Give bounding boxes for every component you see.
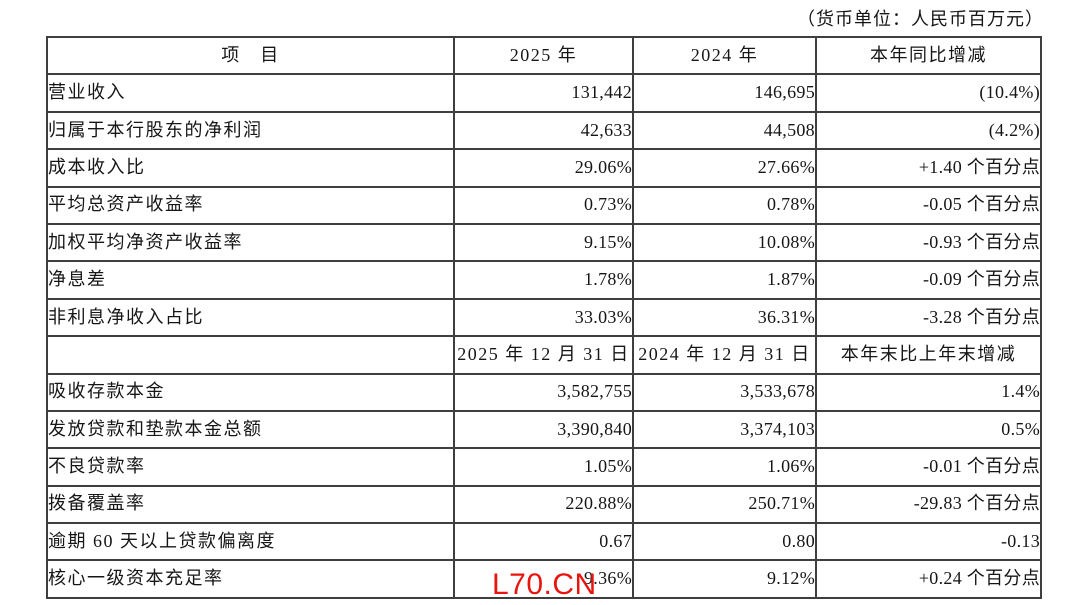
currency-unit-note: （货币单位：人民币百万元） — [797, 9, 1044, 29]
table-row: 非利息净收入占比 33.03% 36.31% -3.28 个百分点 — [46, 297, 1042, 338]
table-row: 加权平均净资产收益率 9.15% 10.08% -0.93 个百分点 — [46, 222, 1042, 263]
change-cell: -3.28 个百分点 — [815, 297, 1042, 338]
subheader-date-2024: 2024 年 12 月 31 日 — [632, 335, 817, 375]
table-row: 成本收入比 29.06% 27.66% +1.40 个百分点 — [46, 148, 1042, 188]
row-label-cell: 加权平均净资产收益率 — [46, 222, 455, 263]
change-cell: (4.2%) — [815, 110, 1042, 151]
value-2024-cell: 36.31% — [632, 297, 817, 338]
row-label-cell: 平均总资产收益率 — [46, 185, 455, 225]
value-2024-cell: 1.87% — [632, 260, 817, 300]
row-label-cell: 不良贷款率 — [46, 447, 455, 487]
row-label-cell: 发放贷款和垫款本金总额 — [46, 409, 455, 450]
value-2025-cell: 220.88% — [453, 484, 634, 525]
subheader-yearend-change: 本年末比上年末增减 — [815, 335, 1042, 375]
table-row: 净息差 1.78% 1.87% -0.09 个百分点 — [46, 260, 1042, 300]
change-cell: -0.05 个百分点 — [815, 185, 1042, 225]
column-header-2025: 2025 年 — [453, 35, 634, 76]
value-2024-cell: 44,508 — [632, 110, 817, 151]
value-2024-cell: 10.08% — [632, 222, 817, 263]
value-2024-cell: 250.71% — [632, 484, 817, 525]
table-row: 吸收存款本金 3,582,755 3,533,678 1.4% — [46, 372, 1042, 412]
change-cell: 1.4% — [815, 372, 1042, 412]
value-2025-cell: 3,390,840 — [453, 409, 634, 450]
value-2025-cell: 0.67 — [453, 522, 634, 562]
value-2025-cell: 1.78% — [453, 260, 634, 300]
value-2024-cell: 0.78% — [632, 185, 817, 225]
row-label-cell: 成本收入比 — [46, 148, 455, 188]
subheader-empty-cell — [46, 335, 455, 375]
change-cell: -29.83 个百分点 — [815, 484, 1042, 525]
row-label-cell: 逾期 60 天以上贷款偏离度 — [46, 522, 455, 562]
change-cell: +0.24 个百分点 — [815, 559, 1042, 599]
value-2025-cell: 9.36% — [453, 559, 634, 599]
table-row: 逾期 60 天以上贷款偏离度 0.67 0.80 -0.13 — [46, 522, 1042, 562]
value-2024-cell: 146,695 — [632, 73, 817, 113]
table-row: 营业收入 131,442 146,695 (10.4%) — [46, 73, 1042, 113]
value-2025-cell: 131,442 — [453, 73, 634, 113]
table-row: 平均总资产收益率 0.73% 0.78% -0.05 个百分点 — [46, 185, 1042, 225]
table-row: 拨备覆盖率 220.88% 250.71% -29.83 个百分点 — [46, 484, 1042, 525]
value-2024-cell: 0.80 — [632, 522, 817, 562]
row-label-cell: 拨备覆盖率 — [46, 484, 455, 525]
financial-summary-table: 项 目 2025 年 2024 年 本年同比增减 营业收入 131,442 14… — [46, 35, 1042, 599]
value-2024-cell: 3,374,103 — [632, 409, 817, 450]
change-cell: +1.40 个百分点 — [815, 148, 1042, 188]
change-cell: 0.5% — [815, 409, 1042, 450]
value-2024-cell: 9.12% — [632, 559, 817, 599]
row-label-cell: 净息差 — [46, 260, 455, 300]
value-2024-cell: 27.66% — [632, 148, 817, 188]
table-header-row: 项 目 2025 年 2024 年 本年同比增减 — [46, 35, 1042, 76]
value-2025-cell: 29.06% — [453, 148, 634, 188]
change-cell: -0.01 个百分点 — [815, 447, 1042, 487]
table-subheader-row: 2025 年 12 月 31 日 2024 年 12 月 31 日 本年末比上年… — [46, 335, 1042, 375]
column-header-yoy-change: 本年同比增减 — [815, 35, 1042, 76]
row-label-cell: 吸收存款本金 — [46, 372, 455, 412]
change-cell: -0.09 个百分点 — [815, 260, 1042, 300]
row-label-cell: 核心一级资本充足率 — [46, 559, 455, 599]
value-2025-cell: 3,582,755 — [453, 372, 634, 412]
row-label-cell: 营业收入 — [46, 73, 455, 113]
value-2025-cell: 1.05% — [453, 447, 634, 487]
value-2025-cell: 0.73% — [453, 185, 634, 225]
row-label-cell: 归属于本行股东的净利润 — [46, 110, 455, 151]
value-2024-cell: 3,533,678 — [632, 372, 817, 412]
table-row: 发放贷款和垫款本金总额 3,390,840 3,374,103 0.5% — [46, 409, 1042, 450]
value-2025-cell: 42,633 — [453, 110, 634, 151]
column-header-2024: 2024 年 — [632, 35, 817, 76]
column-header-item: 项 目 — [46, 35, 455, 76]
table-row: 核心一级资本充足率 9.36% 9.12% +0.24 个百分点 — [46, 559, 1042, 599]
change-cell: (10.4%) — [815, 73, 1042, 113]
row-label-cell: 非利息净收入占比 — [46, 297, 455, 338]
value-2024-cell: 1.06% — [632, 447, 817, 487]
change-cell: -0.93 个百分点 — [815, 222, 1042, 263]
site-watermark: L70.CN — [492, 568, 597, 601]
value-2025-cell: 9.15% — [453, 222, 634, 263]
value-2025-cell: 33.03% — [453, 297, 634, 338]
table-row: 不良贷款率 1.05% 1.06% -0.01 个百分点 — [46, 447, 1042, 487]
subheader-date-2025: 2025 年 12 月 31 日 — [453, 335, 634, 375]
table-row: 归属于本行股东的净利润 42,633 44,508 (4.2%) — [46, 110, 1042, 151]
change-cell: -0.13 — [815, 522, 1042, 562]
